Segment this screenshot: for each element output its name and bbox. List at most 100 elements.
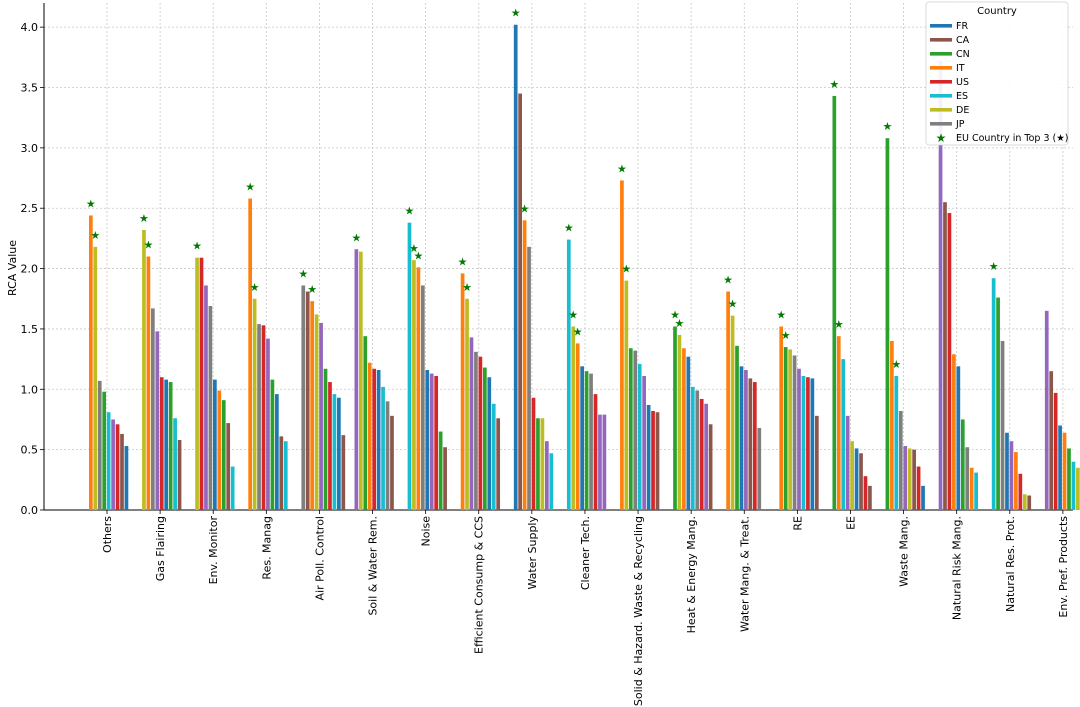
bar (151, 308, 155, 510)
bar (677, 334, 682, 510)
y-tick-label: 4.0 (21, 21, 39, 34)
bar (513, 24, 518, 510)
bar (744, 369, 748, 510)
bar (868, 485, 872, 510)
bar (195, 257, 199, 510)
bar (177, 439, 182, 510)
bar (381, 386, 385, 510)
bar (155, 331, 160, 510)
eu-top3-star: ★ (723, 274, 733, 287)
legend-swatch (930, 66, 952, 70)
bar (367, 362, 372, 510)
bar (699, 398, 704, 510)
bar (390, 415, 394, 510)
y-tick-label: 3.0 (21, 142, 39, 155)
bar (266, 338, 270, 510)
bar (199, 257, 204, 510)
bar (487, 377, 492, 510)
bar (173, 418, 177, 510)
bar (952, 354, 956, 510)
bar (496, 418, 501, 510)
bar (575, 343, 580, 510)
eu-top3-star: ★ (298, 267, 308, 280)
y-tick-label: 1.0 (21, 383, 39, 396)
legend-entry: DE (956, 105, 969, 116)
bar (376, 369, 381, 510)
bar (257, 324, 261, 510)
bar (522, 220, 527, 511)
x-category-label: RE (791, 516, 804, 531)
eu-top3-star: ★ (405, 205, 415, 218)
bar (142, 229, 146, 510)
bar (841, 359, 846, 510)
bar (907, 448, 912, 510)
bar (779, 326, 784, 510)
bar (478, 356, 483, 510)
bar (460, 273, 465, 510)
bar (328, 382, 332, 510)
bar (438, 431, 443, 510)
eu-top3-star: ★ (520, 202, 530, 215)
bar (279, 436, 284, 510)
bar (469, 337, 474, 510)
bar (283, 441, 288, 510)
y-tick-label: 2.5 (21, 202, 39, 215)
bar (938, 60, 943, 510)
bar (810, 378, 815, 510)
legend-title: Country (977, 6, 1017, 17)
bar (624, 280, 629, 510)
bar (159, 377, 164, 510)
bar (208, 305, 213, 510)
bar (372, 368, 377, 510)
eu-top3-star: ★ (413, 249, 423, 262)
eu-top3-star: ★ (882, 120, 892, 133)
legend-swatch (930, 80, 952, 84)
bar (814, 415, 819, 510)
bar (416, 267, 421, 510)
bar (1022, 494, 1027, 510)
bar (673, 326, 677, 510)
bar (261, 325, 266, 510)
bar (602, 414, 607, 510)
x-category-label: Solid & Hazard. Waste & Recycling (632, 516, 645, 706)
x-category-label: Natural Risk Mang. (951, 516, 964, 620)
bar (783, 347, 788, 510)
bar (213, 379, 217, 510)
bar (482, 367, 487, 510)
bar (797, 368, 801, 510)
bar (337, 397, 341, 510)
bar (434, 376, 439, 510)
bar (1000, 341, 1005, 510)
eu-top3-star: ★ (245, 181, 255, 194)
bar (310, 301, 315, 510)
axes: 0.0 0.5 1.0 1.5 2.0 2.5 3.0 3.5 4.0 (21, 3, 1073, 517)
bar (637, 363, 642, 510)
x-category-label: Env. Monitor (207, 516, 220, 585)
bar (146, 256, 151, 510)
bar (115, 424, 120, 510)
x-category-label: Soil & Water Rem. (367, 516, 380, 616)
bar (960, 419, 965, 510)
legend-entry: US (956, 77, 969, 88)
bar (956, 366, 961, 510)
bar (536, 418, 540, 510)
bars (89, 24, 1080, 511)
bar (996, 297, 1000, 510)
eu-top3-star: ★ (621, 263, 631, 276)
bar (885, 138, 890, 510)
bar (894, 376, 899, 510)
bar (354, 249, 359, 510)
eu-top3-star: ★ (728, 298, 738, 311)
bar (248, 198, 253, 511)
bar (363, 336, 368, 510)
bar (801, 376, 806, 510)
bar (739, 366, 744, 510)
x-category-label: Env. Pref. Products (1057, 516, 1070, 618)
x-category-label: Others (101, 516, 114, 553)
bar (682, 348, 686, 510)
eu-top3-star: ★ (90, 229, 100, 242)
bar (474, 351, 478, 510)
bar (111, 419, 115, 510)
bar (792, 355, 797, 510)
bar (425, 369, 430, 510)
